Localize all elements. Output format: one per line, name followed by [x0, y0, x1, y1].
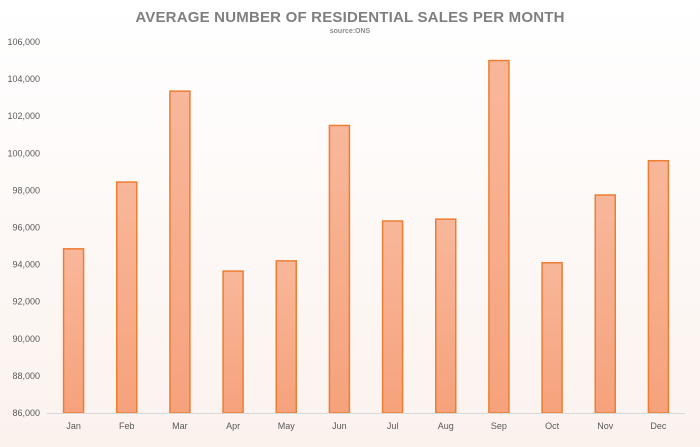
x-tick-label: Jul — [387, 421, 399, 431]
y-tick-label: 104,000 — [7, 74, 40, 84]
y-tick-label: 96,000 — [12, 223, 40, 233]
y-tick-label: 94,000 — [12, 260, 40, 270]
x-tick-label: Sep — [491, 421, 507, 431]
bar-sep — [488, 59, 510, 414]
x-axis: Jan Feb Mar Apr May Jun Jul Aug Sep Oct Nov Dec — [66, 421, 667, 431]
x-tick-label: Feb — [119, 421, 135, 431]
x-tick-label: May — [278, 421, 296, 431]
chart-subtitle: source:ONS — [329, 28, 371, 35]
x-tick-label: Jan — [66, 421, 81, 431]
x-tick-label: Mar — [172, 421, 188, 431]
chart-title: AVERAGE NUMBER OF RESIDENTIAL SALES PER … — [135, 9, 565, 26]
x-tick-label: Apr — [226, 421, 240, 431]
bar-may — [275, 260, 297, 414]
y-tick-label: 102,000 — [7, 111, 40, 121]
bar-dec — [647, 159, 670, 414]
x-tick-label: Aug — [438, 421, 454, 431]
bar-jun — [328, 124, 351, 414]
y-tick-label: 88,000 — [12, 371, 40, 381]
y-tick-label: 98,000 — [12, 185, 40, 195]
x-tick-label: Dec — [650, 421, 667, 431]
bar-oct — [541, 261, 563, 414]
y-tick-label: 92,000 — [12, 297, 40, 307]
bar-apr — [222, 270, 244, 414]
x-tick-label: Nov — [597, 421, 614, 431]
bars — [62, 59, 670, 414]
x-tick-label: Jun — [332, 421, 347, 431]
y-tick-label: 100,000 — [7, 148, 40, 158]
x-tick-label: Oct — [545, 421, 560, 431]
y-tick-label: 106,000 — [7, 37, 40, 47]
y-tick-label: 90,000 — [12, 334, 40, 344]
bar-nov — [594, 194, 616, 414]
y-axis: 86,000 88,000 90,000 92,000 94,000 96,000 98,0… — [7, 37, 40, 418]
bar-aug — [435, 218, 457, 414]
bar-jan — [62, 248, 85, 414]
y-tick-label: 86,000 — [12, 408, 40, 418]
bar-jul — [381, 220, 404, 414]
bar-feb — [116, 181, 138, 414]
bar-mar — [169, 90, 191, 414]
